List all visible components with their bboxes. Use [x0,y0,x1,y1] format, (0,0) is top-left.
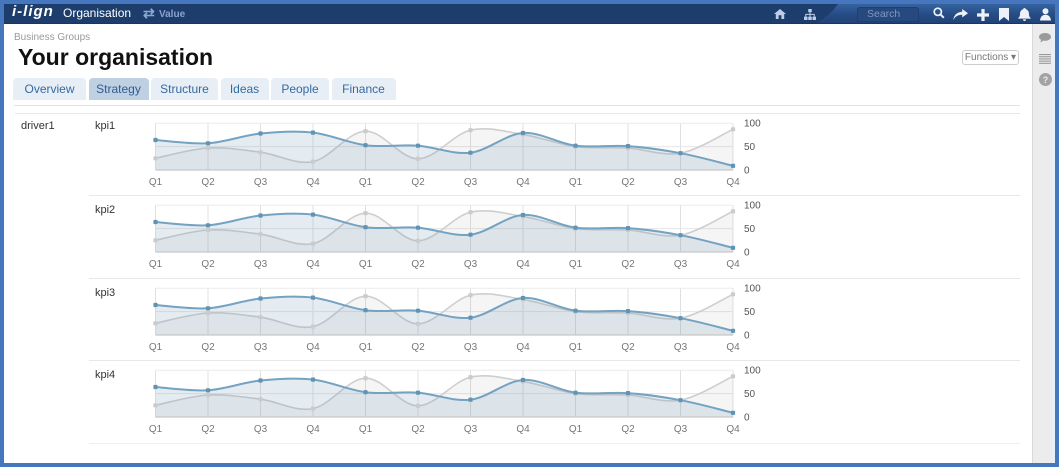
svg-text:?: ? [1042,75,1048,85]
